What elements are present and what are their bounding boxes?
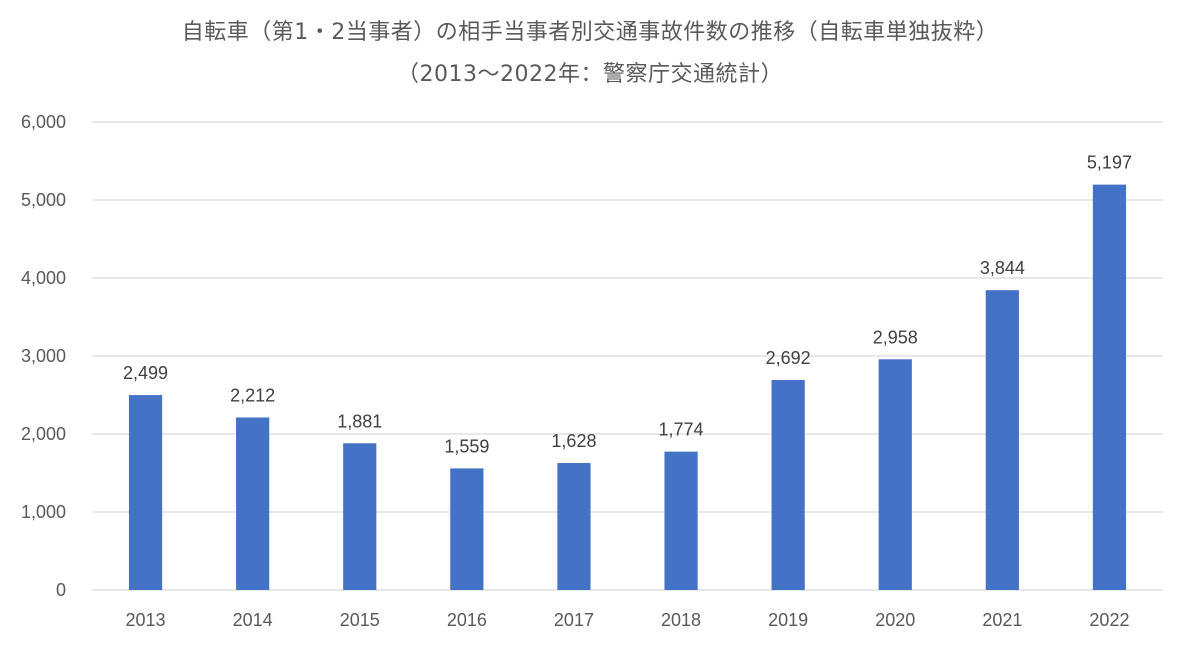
x-tick-label: 2017	[554, 610, 594, 630]
bar	[343, 443, 377, 590]
x-tick-label: 2015	[340, 610, 380, 630]
data-label: 2,958	[873, 327, 918, 347]
x-tick-label: 2014	[233, 610, 273, 630]
y-tick-label: 5,000	[21, 190, 66, 210]
y-tick-label: 3,000	[21, 346, 66, 366]
x-tick-label: 2018	[661, 610, 701, 630]
data-label: 2,212	[230, 385, 275, 405]
data-label: 1,559	[444, 436, 489, 456]
data-label: 5,197	[1087, 153, 1132, 173]
y-tick-label: 1,000	[21, 502, 66, 522]
bar	[557, 463, 591, 590]
x-tick-label: 2016	[447, 610, 487, 630]
x-tick-label: 2020	[875, 610, 915, 630]
y-tick-label: 2,000	[21, 424, 66, 444]
x-tick-label: 2021	[982, 610, 1022, 630]
data-label: 1,628	[551, 431, 596, 451]
chart-subtitle: （2013～2022年：警察庁交通統計）	[397, 62, 783, 87]
bar	[128, 395, 163, 590]
chart-title: 自転車（第1・2当事者）の相手当事者別交通事故件数の推移（自転車単独抜粋）	[181, 20, 999, 45]
bar	[878, 359, 912, 590]
y-tick-label: 6,000	[21, 112, 66, 132]
bar	[771, 380, 805, 590]
bar	[985, 290, 1019, 590]
x-tick-label: 2019	[768, 610, 808, 630]
bar	[1092, 184, 1127, 590]
bar	[450, 468, 484, 590]
data-label: 2,692	[766, 348, 811, 368]
data-label: 3,844	[980, 258, 1025, 278]
bar	[664, 451, 698, 590]
data-label: 1,774	[659, 420, 704, 440]
y-tick-label: 4,000	[21, 268, 66, 288]
x-tick-label: 2013	[126, 610, 166, 630]
y-tick-label: 0	[56, 580, 66, 600]
x-tick-label: 2022	[1089, 610, 1129, 630]
bar	[236, 417, 270, 590]
data-label: 2,499	[123, 363, 168, 383]
data-label: 1,881	[337, 411, 382, 431]
